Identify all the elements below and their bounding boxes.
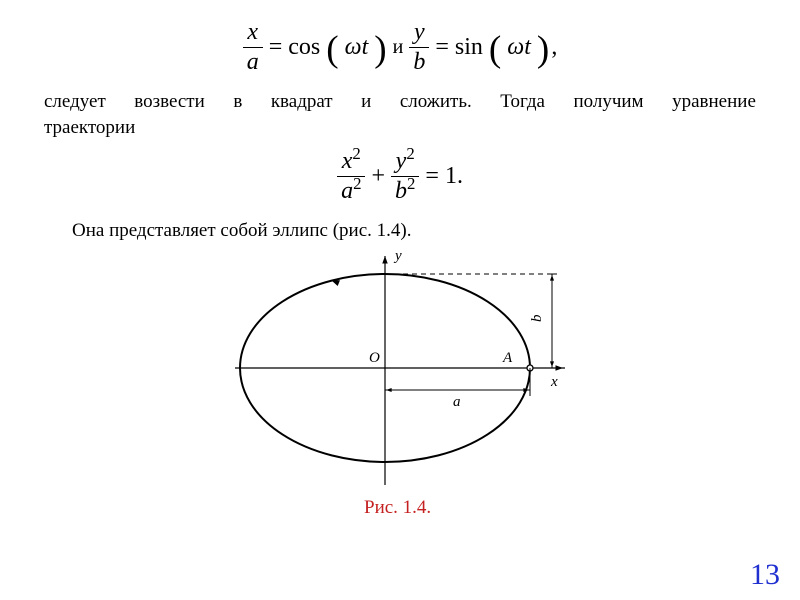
equation-2: x2 a2 + y2 b2 = 1. <box>44 149 756 204</box>
para-1-word: возвести <box>134 89 205 115</box>
eq2-rhs: 1. <box>445 163 463 190</box>
para-1-word: и <box>361 89 371 115</box>
eq1-equals-2: = <box>435 34 449 61</box>
para-1-word: в <box>233 89 242 115</box>
para-1-word: уравнение <box>672 89 756 115</box>
eq1-sin: sin <box>455 34 483 61</box>
eq1-num-x: x <box>243 20 262 47</box>
para-1-word: сложить. <box>400 89 472 115</box>
eq1-arg1: ωt <box>345 34 369 61</box>
eq2-frac2-num: y2 <box>392 149 419 176</box>
eq1-tail: , <box>551 34 557 61</box>
eq1-num-y: y <box>410 20 429 47</box>
eq1-rparen-2: ) <box>537 28 549 71</box>
figure-label: A <box>502 350 513 366</box>
para-1-word: получим <box>573 89 643 115</box>
figure-wrap: y x O Aa b <box>44 250 756 491</box>
eq2-f1-numsup: 2 <box>352 144 360 163</box>
para-1-line2: траектории <box>44 115 756 141</box>
figure-caption: Рис. 1.4. <box>364 497 756 519</box>
eq2-f1-densup: 2 <box>353 174 361 193</box>
eq1-arg2: ωt <box>507 34 531 61</box>
figure-label: x <box>550 374 558 390</box>
figure-label: O <box>369 350 380 366</box>
eq2-eq: = <box>425 163 439 190</box>
figure-label: y <box>393 250 402 264</box>
eq2-frac2-den: b2 <box>391 176 419 204</box>
eq1-rparen-1: ) <box>374 28 386 71</box>
eq2-frac1-den: a2 <box>337 176 365 204</box>
eq2-f2-denbase: b <box>395 178 407 204</box>
ellipse-figure: y x O Aa b <box>235 250 565 485</box>
eq2-f1-numbase: x <box>342 148 353 174</box>
para-1-word: квадрат <box>271 89 333 115</box>
eq2-frac2: y2 b2 <box>391 149 419 204</box>
eq1-connector: и <box>393 36 404 59</box>
equation-1: x a = cos ( ωt ) и y b = sin ( ωt ) , <box>44 20 756 75</box>
eq1-cos: cos <box>288 34 320 61</box>
eq1-den-a: a <box>243 47 263 75</box>
eq1-frac-x-a: x a <box>243 20 263 75</box>
eq2-frac1-num: x2 <box>338 149 365 176</box>
eq1-equals-1: = <box>269 34 283 61</box>
eq2-f2-numbase: y <box>396 148 407 174</box>
para-1: следует возвести в квадрат и сложить. Тогда пол… <box>44 89 756 140</box>
figure-label: a <box>453 394 461 410</box>
para-1-word: Тогда <box>500 89 545 115</box>
eq1-frac-y-b: y b <box>409 20 429 75</box>
para-2: Она представляет собой эллипс (рис. 1.4)… <box>44 218 756 244</box>
para-1-word: следует <box>44 89 106 115</box>
figure-label: b <box>529 314 545 322</box>
page-number: 13 <box>750 558 780 592</box>
eq2-frac1: x2 a2 <box>337 149 365 204</box>
eq2-f2-densup: 2 <box>407 174 415 193</box>
eq2-f2-numsup: 2 <box>406 144 414 163</box>
eq2-f1-denbase: a <box>341 178 353 204</box>
eq1-lparen-2: ( <box>489 28 501 71</box>
eq1-lparen-1: ( <box>326 28 338 71</box>
eq2-plus: + <box>371 163 385 190</box>
eq1-den-b: b <box>409 47 429 75</box>
